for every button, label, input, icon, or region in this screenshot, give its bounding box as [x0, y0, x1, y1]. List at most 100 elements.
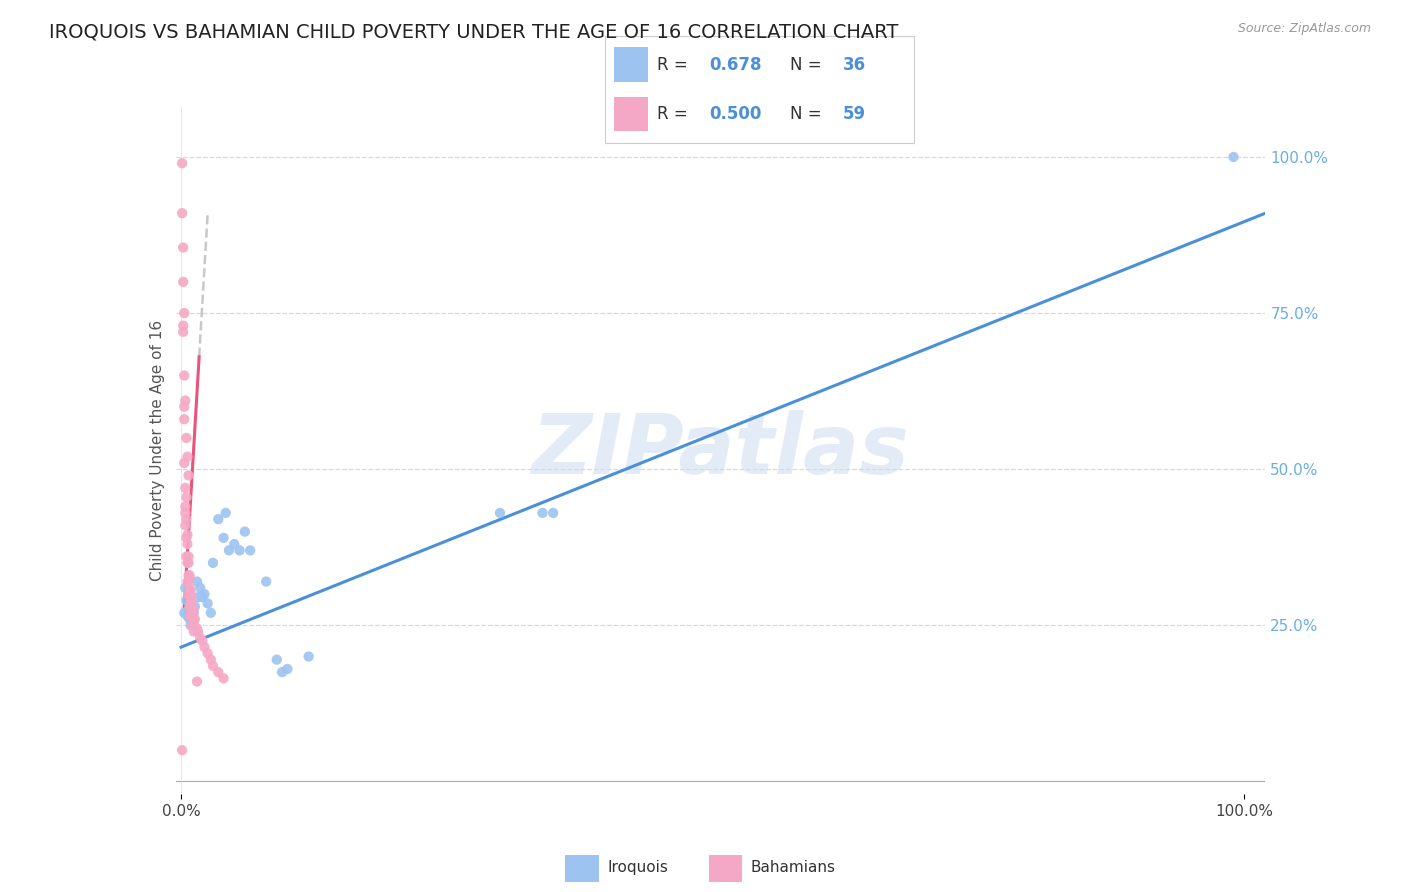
Point — [186, 622, 208, 636]
Point — [177, 568, 200, 582]
Point — [174, 518, 197, 533]
Text: N =: N = — [790, 105, 827, 123]
Point — [176, 556, 198, 570]
FancyBboxPatch shape — [709, 855, 742, 881]
Point — [183, 603, 205, 617]
Point — [177, 603, 200, 617]
FancyBboxPatch shape — [565, 855, 599, 881]
Point — [207, 512, 229, 526]
Text: ZIPatlas: ZIPatlas — [531, 410, 910, 491]
Text: R =: R = — [657, 55, 693, 73]
Point — [176, 431, 198, 445]
Point — [298, 649, 321, 664]
Text: 36: 36 — [842, 55, 866, 73]
Y-axis label: Child Poverty Under the Age of 16: Child Poverty Under the Age of 16 — [149, 320, 165, 581]
Point — [180, 615, 202, 630]
Text: 59: 59 — [842, 105, 866, 123]
Point — [184, 599, 207, 614]
Point — [188, 581, 211, 595]
Point — [201, 556, 224, 570]
Point — [266, 653, 288, 667]
Point — [254, 574, 277, 589]
Text: IROQUOIS VS BAHAMIAN CHILD POVERTY UNDER THE AGE OF 16 CORRELATION CHART: IROQUOIS VS BAHAMIAN CHILD POVERTY UNDER… — [49, 22, 898, 41]
Point — [179, 568, 201, 582]
Point — [172, 743, 194, 757]
Point — [177, 556, 200, 570]
Point — [173, 400, 195, 414]
Point — [173, 606, 195, 620]
Point — [180, 593, 202, 607]
Point — [179, 581, 201, 595]
Point — [179, 599, 201, 614]
Point — [180, 591, 202, 605]
Point — [187, 624, 209, 639]
Point — [174, 500, 197, 514]
Point — [174, 393, 197, 408]
Point — [172, 325, 194, 339]
Point — [176, 608, 198, 623]
Point — [212, 671, 235, 685]
Point — [215, 506, 238, 520]
Point — [541, 506, 564, 520]
Point — [177, 468, 200, 483]
Text: R =: R = — [657, 105, 693, 123]
Point — [180, 608, 202, 623]
Point — [180, 618, 202, 632]
Point — [191, 591, 214, 605]
Point — [173, 368, 195, 383]
Point — [176, 528, 198, 542]
Point — [197, 597, 219, 611]
Point — [176, 593, 198, 607]
Point — [239, 543, 262, 558]
Point — [531, 506, 554, 520]
Point — [174, 481, 197, 495]
Point — [172, 318, 194, 333]
Point — [174, 581, 197, 595]
Point — [200, 606, 222, 620]
Point — [233, 524, 256, 539]
Point — [177, 549, 200, 564]
Point — [228, 543, 250, 558]
FancyBboxPatch shape — [614, 47, 648, 82]
Point — [218, 543, 240, 558]
Point — [180, 618, 202, 632]
Point — [197, 646, 219, 660]
Point — [173, 412, 195, 426]
Point — [193, 640, 215, 655]
Point — [212, 531, 235, 545]
Text: Bahamians: Bahamians — [751, 860, 835, 875]
Point — [201, 658, 224, 673]
Point — [172, 156, 194, 170]
Point — [193, 587, 215, 601]
Point — [176, 531, 198, 545]
Point — [176, 549, 198, 564]
Point — [184, 612, 207, 626]
Point — [173, 306, 195, 320]
Point — [271, 665, 294, 680]
Point — [172, 206, 194, 220]
Point — [183, 606, 205, 620]
Point — [180, 584, 202, 599]
Point — [180, 597, 202, 611]
Text: Iroquois: Iroquois — [607, 860, 668, 875]
Text: Source: ZipAtlas.com: Source: ZipAtlas.com — [1237, 22, 1371, 36]
Point — [177, 587, 200, 601]
Point — [186, 574, 208, 589]
Point — [191, 633, 214, 648]
Point — [207, 665, 229, 680]
Point — [188, 631, 211, 645]
Text: 0.678: 0.678 — [710, 55, 762, 73]
Point — [180, 606, 202, 620]
Point — [179, 571, 201, 585]
Point — [187, 591, 209, 605]
Point — [200, 653, 222, 667]
Point — [1222, 150, 1244, 164]
Point — [176, 512, 198, 526]
Point — [224, 537, 246, 551]
FancyBboxPatch shape — [614, 96, 648, 131]
Point — [172, 275, 194, 289]
Point — [174, 506, 197, 520]
Point — [176, 574, 198, 589]
Text: N =: N = — [790, 55, 827, 73]
Point — [489, 506, 512, 520]
